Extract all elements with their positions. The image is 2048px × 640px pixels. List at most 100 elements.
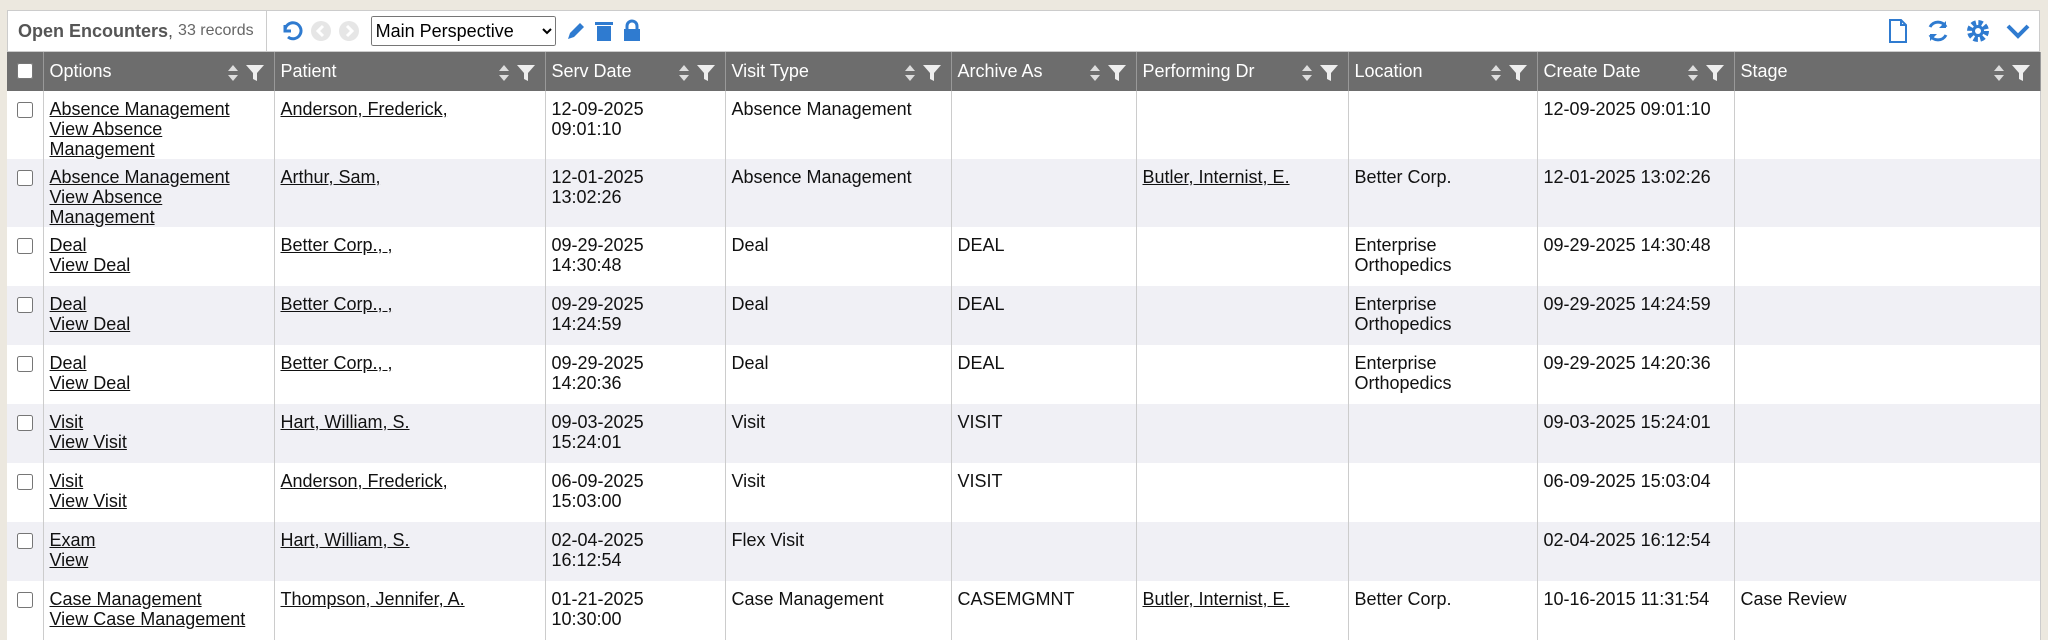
row-checkbox[interactable] bbox=[17, 474, 34, 490]
option-link[interactable]: Exam bbox=[49, 530, 96, 550]
checkbox-cell bbox=[7, 463, 44, 522]
option-link[interactable]: View Visit bbox=[49, 491, 127, 511]
cell-text: Visit bbox=[731, 471, 766, 491]
cell: 12-01-2025 13:02:26 bbox=[1537, 159, 1735, 227]
data-row: Exam View Hart, William, S. 02-04-2025 16:1… bbox=[7, 522, 2041, 581]
forward-icon[interactable] bbox=[337, 19, 361, 43]
cell-link[interactable]: Butler, Internist, E. bbox=[1142, 589, 1290, 609]
option-link[interactable]: View Absence Management bbox=[49, 187, 163, 227]
column-header[interactable]: Location bbox=[1348, 52, 1538, 91]
cell-text: 06-09-2025 15:03:00 bbox=[551, 471, 644, 511]
option-link[interactable]: Visit bbox=[49, 471, 84, 491]
sort-filter-icons[interactable] bbox=[495, 62, 539, 83]
sort-filter-icons[interactable] bbox=[901, 62, 945, 83]
cell-link[interactable]: Hart, William, S. bbox=[280, 412, 410, 432]
cell-link[interactable]: Hart, William, S. bbox=[280, 530, 410, 550]
refresh-icon[interactable] bbox=[1925, 18, 1951, 44]
sort-filter-icons[interactable] bbox=[224, 62, 268, 83]
cell: 09-03-2025 15:24:01 bbox=[1537, 404, 1735, 463]
cell: 12-09-2025 09:01:10 bbox=[1537, 91, 1735, 159]
cell-text: Case Review bbox=[1740, 589, 1847, 609]
cell-text: Deal bbox=[731, 353, 769, 373]
row-checkbox[interactable] bbox=[17, 533, 34, 549]
cell: 12-01-2025 13:02:26 bbox=[545, 159, 726, 227]
cell-text: 09-29-2025 14:20:36 bbox=[551, 353, 644, 393]
cell-link[interactable]: Butler, Internist, E. bbox=[1142, 167, 1290, 187]
data-row: Deal View Deal Better Corp., , 09-29-2025 1… bbox=[7, 345, 2041, 404]
row-checkbox[interactable] bbox=[17, 170, 34, 186]
option-link[interactable]: View bbox=[49, 550, 89, 570]
cell-text: Absence Management bbox=[731, 167, 912, 187]
delete-icon[interactable] bbox=[592, 19, 616, 43]
column-header[interactable]: Performing Dr bbox=[1136, 52, 1349, 91]
row-checkbox[interactable] bbox=[17, 102, 34, 118]
row-checkbox[interactable] bbox=[17, 356, 34, 372]
column-title: Archive As bbox=[957, 61, 1043, 81]
option-link[interactable]: View Deal bbox=[49, 255, 131, 275]
lock-icon[interactable] bbox=[620, 19, 644, 43]
option-link[interactable]: Visit bbox=[49, 412, 84, 432]
back-icon[interactable] bbox=[309, 19, 333, 43]
option-link[interactable]: View Case Management bbox=[49, 609, 246, 629]
cell: Absence Management View Absence Managemen… bbox=[43, 91, 275, 159]
cell-link[interactable]: Better Corp., , bbox=[280, 353, 393, 373]
column-header[interactable]: Visit Type bbox=[725, 52, 952, 91]
cell: Thompson, Jennifer, A. bbox=[274, 581, 546, 640]
column-header[interactable]: Serv Date bbox=[545, 52, 726, 91]
collapse-icon[interactable] bbox=[2005, 18, 2031, 44]
cell: Visit View Visit bbox=[43, 404, 275, 463]
cell-link[interactable]: Anderson, Frederick, bbox=[280, 471, 448, 491]
undo-icon[interactable] bbox=[279, 19, 303, 43]
select-all-checkbox[interactable] bbox=[17, 62, 34, 79]
data-row: Visit View Visit Anderson, Frederick, 06-09… bbox=[7, 463, 2041, 522]
cell bbox=[1348, 463, 1538, 522]
sort-filter-icons[interactable] bbox=[675, 62, 719, 83]
sort-filter-icons[interactable] bbox=[1990, 62, 2034, 83]
checkbox-cell bbox=[7, 522, 44, 581]
cell bbox=[1136, 91, 1349, 159]
cell: 09-29-2025 14:20:36 bbox=[1537, 345, 1735, 404]
settings-icon[interactable] bbox=[1965, 18, 1991, 44]
option-link[interactable]: Deal bbox=[49, 353, 87, 373]
cell: Better Corp., , bbox=[274, 227, 546, 286]
option-link[interactable]: Absence Management bbox=[49, 167, 230, 187]
row-checkbox[interactable] bbox=[17, 238, 34, 254]
column-header[interactable]: Patient bbox=[274, 52, 546, 91]
cell bbox=[1348, 522, 1538, 581]
sort-filter-icons[interactable] bbox=[1684, 62, 1728, 83]
option-link[interactable]: View Deal bbox=[49, 314, 131, 334]
cell-link[interactable]: Thompson, Jennifer, A. bbox=[280, 589, 465, 609]
row-checkbox[interactable] bbox=[17, 415, 34, 431]
cell: Hart, William, S. bbox=[274, 404, 546, 463]
column-header[interactable]: Archive As bbox=[951, 52, 1137, 91]
column-header[interactable]: Options bbox=[43, 52, 275, 91]
cell-link[interactable]: Anderson, Frederick, bbox=[280, 99, 448, 119]
cell-text: 09-29-2025 14:20:36 bbox=[1543, 353, 1711, 373]
row-checkbox[interactable] bbox=[17, 297, 34, 313]
option-link[interactable]: Absence Management bbox=[49, 99, 230, 119]
option-link[interactable]: View Deal bbox=[49, 373, 131, 393]
cell: Enterprise Orthopedics bbox=[1348, 227, 1538, 286]
option-link[interactable]: View Absence Management bbox=[49, 119, 163, 159]
column-title: Stage bbox=[1740, 61, 1788, 81]
column-header[interactable]: Create Date bbox=[1537, 52, 1735, 91]
document-icon[interactable] bbox=[1885, 18, 1911, 44]
option-link[interactable]: Case Management bbox=[49, 589, 202, 609]
row-checkbox[interactable] bbox=[17, 592, 34, 608]
edit-icon[interactable] bbox=[564, 19, 588, 43]
cell bbox=[1136, 463, 1349, 522]
cell-link[interactable]: Better Corp., , bbox=[280, 294, 393, 314]
column-header[interactable]: Stage bbox=[1734, 52, 2041, 91]
option-link[interactable]: Deal bbox=[49, 294, 87, 314]
sort-filter-icons[interactable] bbox=[1298, 62, 1342, 83]
perspective-select[interactable]: Main Perspective bbox=[370, 16, 556, 46]
cell-link[interactable]: Arthur, Sam, bbox=[280, 167, 381, 187]
sort-filter-icons[interactable] bbox=[1487, 62, 1531, 83]
cell-link[interactable]: Better Corp., , bbox=[280, 235, 393, 255]
sort-filter-icons[interactable] bbox=[1086, 62, 1130, 83]
cell: 09-29-2025 14:30:48 bbox=[545, 227, 726, 286]
option-link[interactable]: View Visit bbox=[49, 432, 127, 452]
cell-text: Enterprise Orthopedics bbox=[1354, 353, 1452, 393]
cell-text: 12-01-2025 13:02:26 bbox=[1543, 167, 1711, 187]
option-link[interactable]: Deal bbox=[49, 235, 87, 255]
